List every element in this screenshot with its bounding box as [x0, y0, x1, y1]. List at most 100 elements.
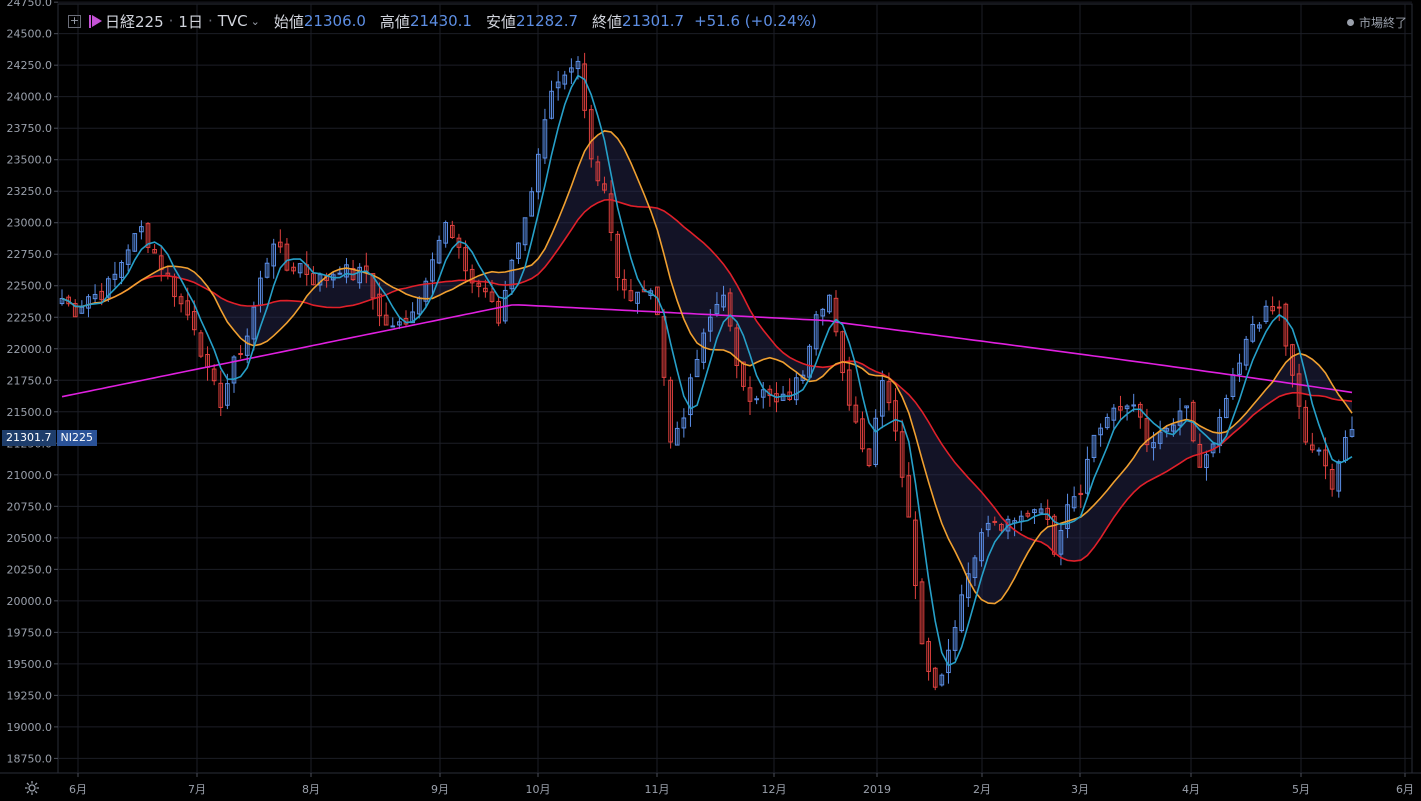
candle-body: [1250, 323, 1256, 342]
low-label: 安値: [485, 12, 516, 31]
x-tick-label: 6月: [69, 783, 87, 796]
candle-body: [469, 268, 475, 284]
candle-body: [1177, 410, 1183, 426]
candle-body: [992, 520, 998, 523]
candle-body: [688, 377, 693, 416]
candle-body: [906, 475, 912, 518]
candle-body: [615, 233, 621, 278]
chevron-down-icon[interactable]: ⌄: [250, 14, 260, 28]
x-tick-label: 11月: [645, 783, 670, 796]
price-axis[interactable]: 24750.0 24500.0 24250.0 24000.0 23750.0 23500…: [7, 0, 59, 765]
ma-fast-line: [61, 74, 1353, 667]
ma-mid-line: [61, 130, 1353, 605]
y-tick-label: 23000.0: [7, 217, 53, 230]
candle-body: [588, 109, 594, 160]
interval-label[interactable]: 1日: [178, 12, 203, 31]
candle-body: [1071, 496, 1077, 509]
last-price-badge: 21301.7 NI225: [2, 430, 97, 446]
gear-icon[interactable]: [24, 780, 40, 796]
candle-body: [999, 523, 1004, 531]
candle-body: [476, 282, 482, 287]
candle-body: [1349, 429, 1355, 437]
candle-body: [377, 293, 382, 317]
flag-icon[interactable]: [92, 15, 102, 27]
candle-body: [972, 557, 978, 579]
candle-body: [112, 273, 118, 280]
candle-body: [760, 389, 766, 398]
candle-body: [509, 259, 515, 290]
source-label[interactable]: TVC: [217, 12, 248, 30]
candle-body: [694, 359, 700, 378]
candle-body: [1336, 461, 1342, 492]
candle-body: [549, 90, 554, 119]
candle-body: [853, 404, 859, 423]
candle-body: [1051, 515, 1057, 555]
candle-body: [582, 63, 587, 111]
candle-body: [846, 369, 852, 406]
candle-body: [1223, 397, 1229, 419]
candle-body: [721, 294, 726, 308]
candle-body: [985, 522, 991, 531]
candle-body: [734, 327, 740, 366]
candle-body: [198, 332, 204, 357]
candle-body: [483, 287, 488, 293]
candle-body: [879, 380, 885, 417]
x-tick-label: 8月: [302, 783, 320, 796]
candle-body: [99, 290, 105, 301]
candle-body: [1124, 405, 1130, 410]
candle-body: [595, 161, 601, 182]
candle-body: [463, 247, 468, 272]
candle-body: [727, 292, 733, 327]
candle-body: [516, 242, 521, 259]
legend-dot: ·: [207, 12, 213, 30]
y-tick-label: 22750.0: [7, 248, 53, 261]
candle-body: [860, 418, 865, 450]
candle-body: [443, 222, 449, 244]
candle-body: [244, 335, 250, 356]
candle-body: [681, 417, 687, 429]
candle-body: [668, 379, 673, 443]
candle-body: [529, 191, 535, 217]
ma-cloud-fills: [62, 130, 1352, 604]
y-tick-label: 20500.0: [7, 532, 53, 545]
candle-body: [674, 427, 680, 446]
candle-body: [899, 431, 905, 478]
flag-icon-pole: [89, 14, 91, 28]
candle-body: [344, 264, 349, 278]
candle-body: [1197, 443, 1203, 468]
candle-body: [1104, 416, 1110, 429]
market-status: 市場終了: [1346, 14, 1407, 31]
y-tick-label: 23250.0: [7, 185, 53, 198]
legend-dot: ·: [168, 12, 174, 30]
candle-body: [866, 448, 872, 467]
plot-border: [57, 3, 1413, 774]
close-label: 終値: [592, 12, 623, 31]
candle-body: [1171, 424, 1176, 432]
candle-body: [139, 226, 144, 233]
candle-body: [555, 81, 561, 89]
candle-body: [185, 300, 191, 316]
candle-body: [575, 60, 581, 70]
candle-body: [628, 290, 634, 302]
x-tick-label: 10月: [526, 783, 551, 796]
candle-body: [1164, 428, 1170, 432]
candle-body: [496, 300, 501, 324]
ma-long-line: [61, 304, 1353, 398]
candle-body: [840, 331, 845, 374]
candle-body: [1058, 529, 1064, 555]
y-tick-label: 24000.0: [7, 91, 53, 104]
candle-body: [562, 74, 568, 85]
candle-body: [430, 259, 435, 282]
y-tick-label: 22000.0: [7, 343, 53, 356]
symbol-name[interactable]: 日経225: [105, 12, 164, 31]
candle-body: [277, 241, 283, 248]
time-axis[interactable]: 6月 7月 8月 9月 10月 11月 12月 2019 2月 3月 4月 5月 6月: [69, 773, 1414, 796]
candle-body: [1290, 344, 1295, 376]
status-dot-icon: [1346, 19, 1354, 26]
plus-icon[interactable]: +: [68, 13, 81, 28]
candle-body: [436, 239, 442, 264]
moving-averages: [61, 74, 1353, 667]
candle-body: [820, 308, 826, 317]
